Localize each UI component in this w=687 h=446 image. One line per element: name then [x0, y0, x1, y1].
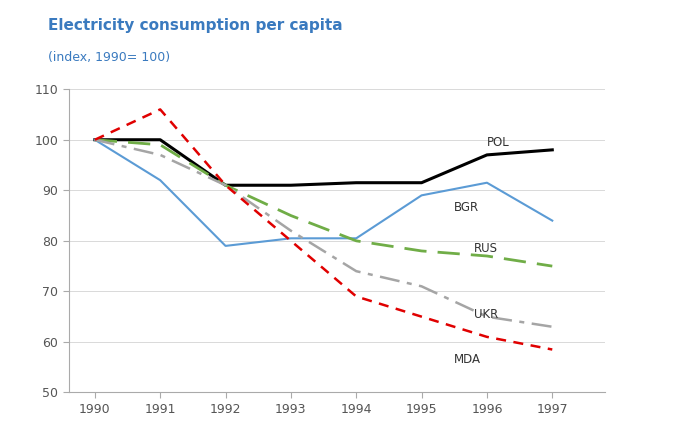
- Text: BGR: BGR: [454, 202, 480, 215]
- Text: UKR: UKR: [474, 308, 498, 321]
- Text: (index, 1990= 100): (index, 1990= 100): [48, 51, 170, 64]
- Text: Electricity consumption per capita: Electricity consumption per capita: [48, 18, 343, 33]
- Text: MDA: MDA: [454, 353, 482, 366]
- Text: POL: POL: [487, 136, 510, 149]
- Text: RUS: RUS: [474, 242, 498, 255]
